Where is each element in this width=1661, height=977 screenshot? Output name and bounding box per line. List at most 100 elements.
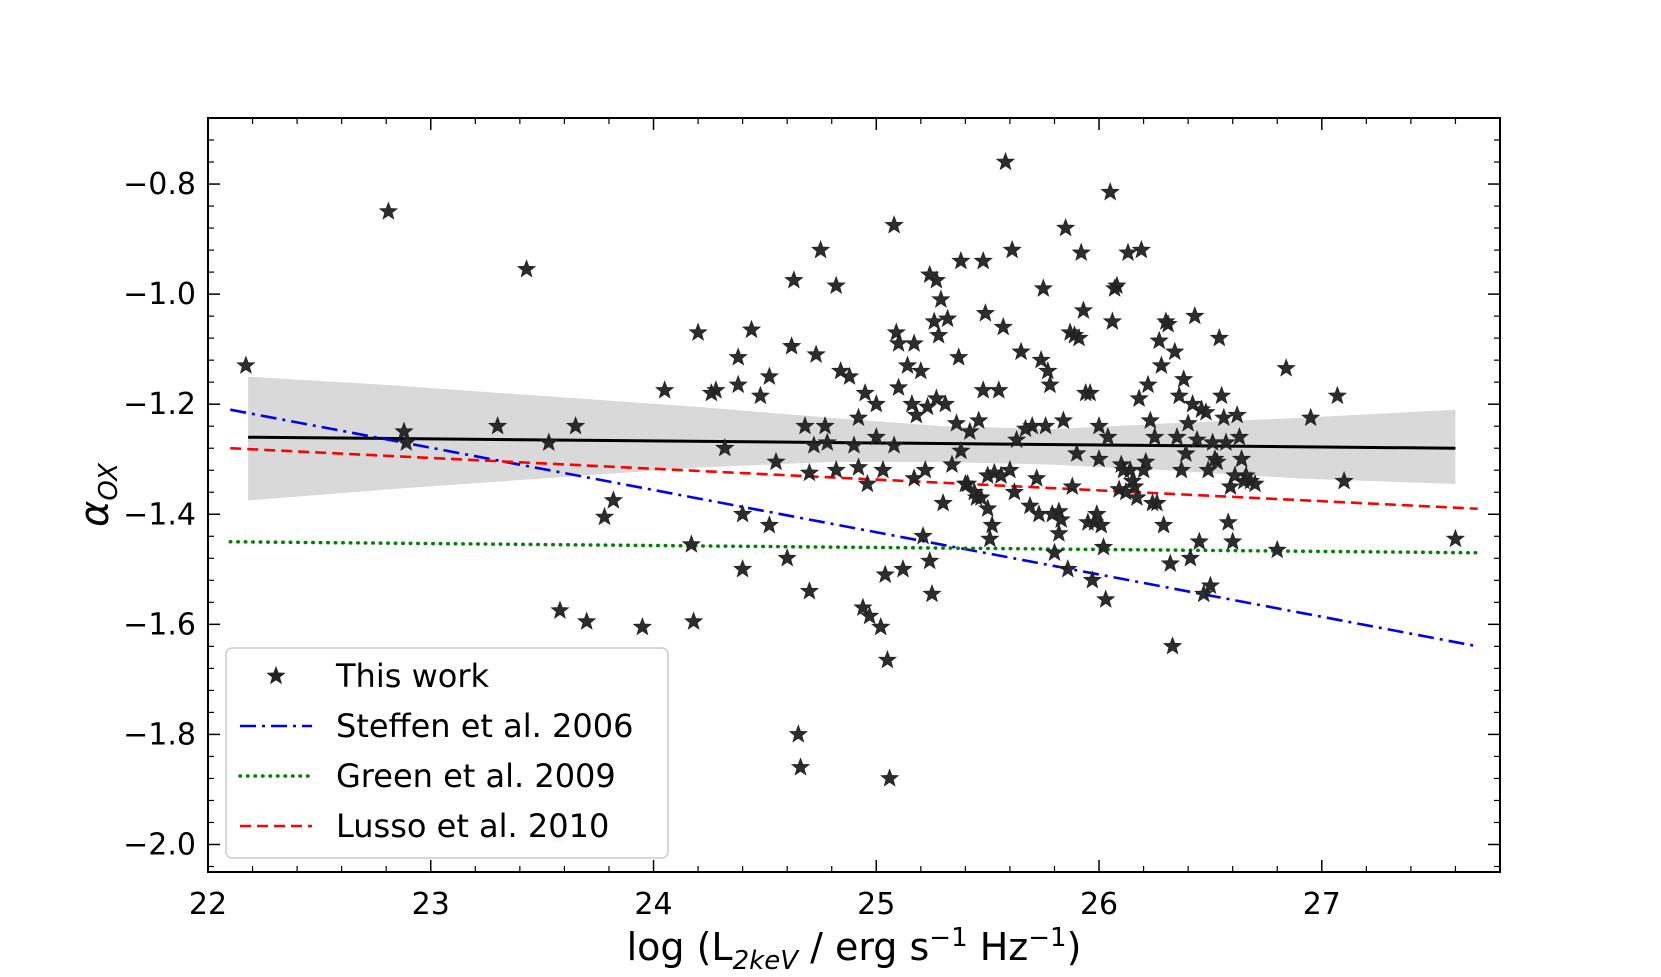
data-point	[933, 493, 953, 512]
y-tick-label: −1.8	[123, 717, 196, 752]
data-point	[880, 768, 900, 787]
data-point	[855, 383, 875, 402]
y-tick-label: −1.2	[123, 387, 196, 422]
data-point	[1182, 394, 1203, 413]
data-point	[1053, 410, 1074, 429]
data-point	[911, 361, 931, 380]
x-tick-label: 27	[1303, 887, 1341, 922]
data-point	[1191, 399, 1212, 418]
data-point	[1211, 385, 1232, 405]
data-point	[1096, 589, 1116, 608]
data-point	[396, 432, 416, 451]
data-point	[1267, 539, 1287, 559]
y-tick-label: −0.8	[123, 167, 196, 202]
data-point	[236, 355, 256, 374]
data-point	[924, 311, 944, 330]
data-point	[539, 432, 559, 451]
data-point	[733, 559, 753, 578]
plot-area: 22 23 24 25 26 27 −2.0 −1.8 −1.6 −1.4 −1.2 −1.0 −0.8…	[72, 117, 1501, 976]
data-point	[784, 270, 804, 289]
data-point	[926, 270, 947, 289]
data-point	[973, 250, 993, 270]
y-tick-label: −1.4	[123, 497, 196, 532]
data-point	[733, 504, 753, 523]
line-lusso-et-al-2010	[230, 446, 1478, 511]
data-point	[935, 394, 955, 413]
data-point	[1089, 416, 1109, 435]
data-point	[957, 473, 978, 493]
data-point	[759, 366, 779, 385]
data-point	[926, 388, 947, 407]
data-point	[831, 361, 851, 380]
data-point	[799, 581, 820, 600]
data-point	[1073, 300, 1094, 319]
x-tick-label: 25	[857, 887, 895, 922]
data-point	[995, 151, 1016, 171]
data-point	[1118, 242, 1138, 262]
data-point	[971, 487, 991, 506]
data-point	[913, 526, 933, 545]
data-point	[915, 460, 935, 479]
data-point	[897, 355, 918, 374]
data-point	[1038, 361, 1058, 380]
data-point	[688, 322, 708, 341]
data-point	[1209, 327, 1229, 347]
data-point	[1231, 449, 1252, 468]
data-point	[728, 374, 748, 394]
data-point	[884, 435, 904, 454]
data-point	[1027, 468, 1047, 487]
data-point	[1154, 515, 1174, 534]
data-point	[1223, 531, 1243, 551]
data-point	[951, 250, 971, 270]
data-point	[1158, 314, 1178, 333]
data-point	[577, 611, 597, 630]
data-point	[1049, 501, 1069, 520]
data-point	[1082, 570, 1102, 589]
data-point	[1136, 451, 1156, 471]
data-point	[1334, 471, 1354, 490]
data-point	[632, 616, 652, 636]
data-point	[1069, 327, 1089, 347]
data-point	[1035, 416, 1056, 435]
data-point	[681, 534, 701, 553]
data-point	[931, 289, 951, 308]
data-point	[1007, 429, 1027, 449]
data-point	[978, 498, 998, 517]
data-point	[946, 413, 967, 432]
x-axis-title: log (L2keV / erg s−1 Hz−1)	[627, 923, 1082, 976]
data-point	[1102, 311, 1123, 330]
data-point	[1031, 350, 1051, 369]
data-point	[1160, 553, 1180, 573]
legend: This work Steffen et al. 2006 Green et al.…	[225, 647, 669, 859]
data-point	[942, 454, 962, 473]
data-point	[1327, 385, 1347, 405]
data-point	[1178, 413, 1198, 432]
data-point	[777, 548, 797, 567]
x-tick-label: 26	[1080, 887, 1118, 922]
y-tick-label: −2.0	[123, 827, 196, 862]
data-point	[1098, 427, 1118, 446]
data-point	[1174, 369, 1194, 388]
axes-frame	[207, 117, 1501, 873]
data-point	[741, 319, 762, 339]
data-point	[1176, 443, 1196, 462]
legend-label: This work	[335, 657, 489, 695]
data-point	[782, 336, 802, 355]
data-point	[875, 564, 895, 584]
data-point	[960, 421, 980, 440]
data-point	[1145, 427, 1165, 446]
data-point	[993, 316, 1013, 336]
data-point	[1171, 460, 1192, 479]
data-point	[1127, 487, 1147, 506]
data-point	[1200, 575, 1221, 595]
data-point	[922, 583, 942, 603]
data-point	[1167, 427, 1187, 446]
line-green-et-al-2009	[228, 540, 1480, 555]
y-axis-title: αOX	[72, 462, 124, 527]
data-point	[1220, 476, 1241, 495]
data-point	[1445, 528, 1466, 548]
data-point	[1125, 476, 1145, 495]
data-point	[1214, 407, 1234, 427]
data-point	[893, 559, 913, 578]
data-point	[1011, 341, 1031, 361]
